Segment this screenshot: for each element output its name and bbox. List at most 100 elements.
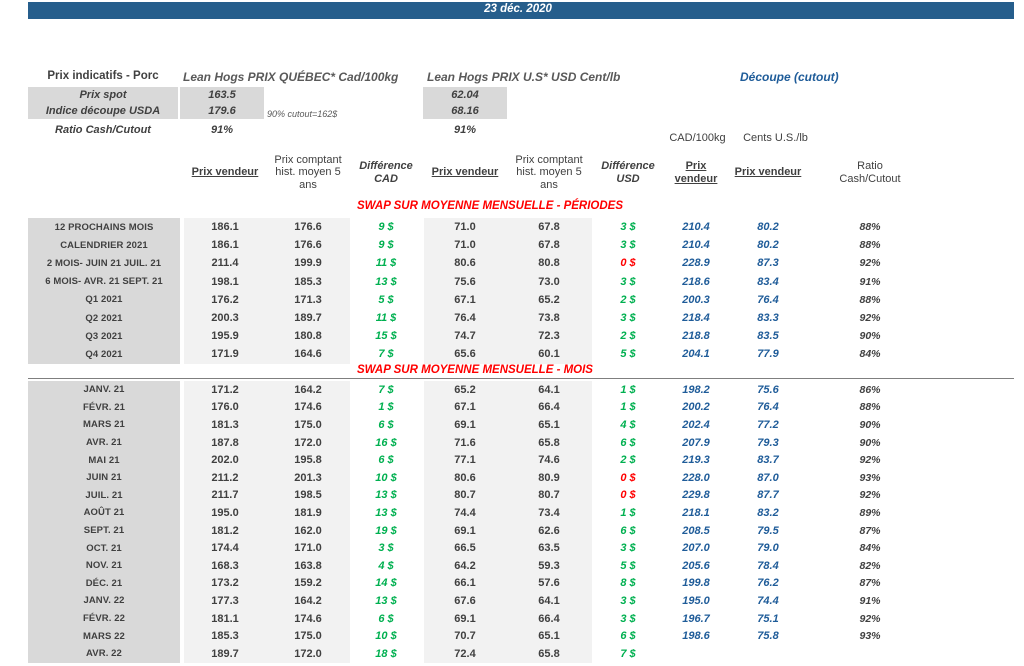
- cash-cutout-ratio-value: 88%: [859, 293, 881, 306]
- table-row: OCT. 21 174.4 171.0 3 $ 66.5 63.5 3 $ 20…: [28, 539, 932, 557]
- prix-comptant-cad-value: 201.3: [266, 468, 350, 487]
- difference-usd-value: 1 $: [620, 401, 636, 414]
- prix-vendeur-cad-value: 173.2: [184, 574, 266, 593]
- prix-comptant-cad-value: 163.8: [266, 556, 350, 575]
- prix-comptant-cad-value: 180.8: [266, 327, 350, 346]
- difference-usd-value: 8 $: [620, 577, 636, 590]
- usda-cutout-index-cad: 179.6: [180, 103, 264, 119]
- col-header-difference-cad: Différence CAD: [359, 160, 413, 185]
- prix-comptant-usd-value: 65.8: [506, 433, 592, 452]
- prix-comptant-usd-value: 62.6: [506, 521, 592, 540]
- mois-table: JANV. 21 171.2 164.2 7 $ 65.2 64.1 1 $ 1…: [28, 381, 932, 663]
- difference-usd-value: 2 $: [620, 330, 636, 343]
- prix-comptant-usd-value: 57.6: [506, 574, 592, 593]
- row-label: SEPT. 21: [28, 521, 180, 540]
- table-row: SEPT. 21 181.2 162.0 19 $ 69.1 62.6 6 $ …: [28, 521, 932, 540]
- table-row: FÉVR. 22 181.1 174.6 6 $ 69.1 66.4 3 $ 1…: [28, 609, 932, 628]
- prix-comptant-cad-value: 171.3: [266, 290, 350, 309]
- cutout-cad-value: 228.0: [682, 471, 710, 484]
- table-row: NOV. 21 168.3 163.8 4 $ 64.2 59.3 5 $ 20…: [28, 556, 932, 575]
- cutout-usd-value: 77.2: [757, 418, 779, 431]
- prix-comptant-cad-value: 195.8: [266, 451, 350, 469]
- cutout-note: 90% cutout=162$: [267, 109, 338, 119]
- prix-vendeur-usd-value: 80.7: [424, 486, 506, 505]
- report-date: 23 déc. 2020: [484, 3, 552, 15]
- cutout-usd-value: 83.4: [757, 275, 779, 288]
- difference-usd-value: 2 $: [620, 454, 636, 467]
- cutout-cad-value: 202.4: [682, 418, 710, 431]
- difference-usd-value: 5 $: [620, 348, 636, 361]
- prix-vendeur-cad-value: 176.2: [184, 290, 266, 309]
- prix-comptant-cad-value: 174.6: [266, 398, 350, 417]
- cutout-usd-value: 76.4: [757, 293, 779, 306]
- row-label: 6 MOIS- AVR. 21 SEPT. 21: [28, 272, 180, 291]
- prix-comptant-cad-value: 189.7: [266, 308, 350, 328]
- cash-cutout-ratio-value: 92%: [859, 612, 881, 625]
- prix-vendeur-usd-value: 70.7: [424, 627, 506, 645]
- prix-vendeur-usd-value: 80.6: [424, 468, 506, 487]
- table-row: AVR. 22 189.7 172.0 18 $ 72.4 65.8 7 $: [28, 644, 932, 663]
- prix-comptant-usd-value: 65.2: [506, 290, 592, 309]
- prix-comptant-cad-value: 164.2: [266, 592, 350, 610]
- cutout-usd-value: 74.4: [757, 594, 779, 607]
- difference-cad-value: 10 $: [375, 630, 397, 643]
- col-header-prix-vendeur-usd: Prix vendeur: [431, 166, 499, 179]
- cash-cutout-ratio-value: 82%: [859, 559, 881, 572]
- date-bar: 23 déc. 2020: [28, 2, 1014, 19]
- table-row: JUIL. 21 211.7 198.5 13 $ 80.7 80.7 0 $ …: [28, 486, 932, 505]
- prix-vendeur-usd-value: 69.1: [424, 416, 506, 434]
- prix-comptant-cad-value: 164.6: [266, 345, 350, 364]
- quebec-price-header: Lean Hogs PRIX QUÉBEC* Cad/100kg: [183, 70, 399, 84]
- prix-comptant-usd-value: 80.7: [506, 486, 592, 505]
- prix-vendeur-cad-value: 189.7: [184, 644, 266, 663]
- difference-cad-value: 9 $: [378, 221, 394, 234]
- cash-cutout-ratio-value: 92%: [859, 312, 881, 325]
- prix-comptant-usd-value: 73.8: [506, 308, 592, 328]
- table-row: JUIN 21 211.2 201.3 10 $ 80.6 80.9 0 $ 2…: [28, 468, 932, 487]
- difference-usd-value: 0 $: [620, 471, 636, 484]
- prix-comptant-usd-value: 59.3: [506, 556, 592, 575]
- prix-comptant-cad-value: 172.0: [266, 644, 350, 663]
- prix-comptant-cad-value: 176.6: [266, 236, 350, 255]
- prix-vendeur-cad-value: 174.4: [184, 539, 266, 557]
- prix-comptant-cad-value: 199.9: [266, 254, 350, 273]
- prix-vendeur-cad-value: 171.2: [184, 381, 266, 399]
- prix-vendeur-cad-value: 211.2: [184, 468, 266, 487]
- prix-vendeur-usd-value: 71.0: [424, 236, 506, 255]
- prix-vendeur-usd-value: 71.6: [424, 433, 506, 452]
- table-row: MAI 21 202.0 195.8 6 $ 77.1 74.6 2 $ 219…: [28, 451, 932, 469]
- row-label: AVR. 22: [28, 644, 180, 663]
- cash-cutout-ratio-value: 92%: [859, 489, 881, 502]
- row-label: JANV. 21: [28, 381, 180, 399]
- cutout-cad-value: 205.6: [682, 559, 710, 572]
- cash-cutout-ratio-value: 86%: [859, 383, 881, 396]
- prix-vendeur-usd-value: 66.5: [424, 539, 506, 557]
- row-label: FÉVR. 22: [28, 609, 180, 628]
- row-label: DÉC. 21: [28, 574, 180, 593]
- prix-comptant-usd-value: 65.1: [506, 627, 592, 645]
- summary-row-label: Indice découpe USDA: [28, 103, 178, 119]
- cutout-usd-value: 80.2: [757, 239, 779, 252]
- prix-comptant-cad-value: 164.2: [266, 381, 350, 399]
- difference-usd-value: 0 $: [620, 257, 636, 270]
- table-row: Q1 2021 176.2 171.3 5 $ 67.1 65.2 2 $ 20…: [28, 290, 932, 309]
- prix-vendeur-usd-value: 77.1: [424, 451, 506, 469]
- difference-cad-value: 16 $: [375, 436, 397, 449]
- row-label: AOÛT 21: [28, 504, 180, 522]
- section-divider-line: [28, 378, 1014, 379]
- prix-vendeur-usd-value: 69.1: [424, 609, 506, 628]
- cutout-cad-value: 218.6: [682, 275, 710, 288]
- cutout-header: Découpe (cutout): [740, 70, 839, 84]
- difference-usd-value: 7 $: [620, 647, 636, 660]
- cutout-cad-value: 195.0: [682, 594, 710, 607]
- cash-cutout-ratio-value: 84%: [859, 542, 881, 555]
- row-label: 12 PROCHAINS MOIS: [28, 218, 180, 237]
- col-header-spacer: [28, 147, 180, 198]
- table-row: MARS 21 181.3 175.0 6 $ 69.1 65.1 4 $ 20…: [28, 416, 932, 434]
- prix-comptant-usd-value: 64.1: [506, 592, 592, 610]
- prix-vendeur-usd-value: 66.1: [424, 574, 506, 593]
- cash-cutout-ratio-value: 90%: [859, 330, 881, 343]
- difference-cad-value: 15 $: [375, 330, 397, 343]
- prix-vendeur-usd-value: 80.6: [424, 254, 506, 273]
